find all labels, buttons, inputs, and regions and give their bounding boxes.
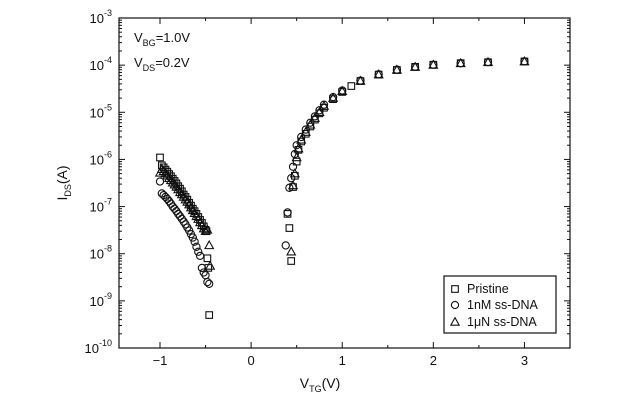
x-tick-label: −1 xyxy=(153,353,168,368)
y-tick-label: 10-4 xyxy=(90,55,112,73)
annotation-vbg: VBG=1.0V xyxy=(134,30,190,48)
y-tick-label: 10-7 xyxy=(90,197,112,215)
x-tick-label: 0 xyxy=(247,353,254,368)
y-tick-label: 10-3 xyxy=(90,8,112,26)
y-tick-label: 10-9 xyxy=(90,291,112,309)
y-tick-label: 10-5 xyxy=(90,102,112,120)
annotation-block: VBG=1.0V VDS=0.2V xyxy=(134,30,190,73)
legend-marker-square xyxy=(452,286,459,293)
data-point-square xyxy=(157,154,164,161)
legend-label-pristine: Pristine xyxy=(467,282,509,296)
x-axis-label: VTG(V) xyxy=(300,375,341,394)
legend: Pristine 1nM ss-DNA 1μN ss-DNA xyxy=(444,276,556,333)
data-point-circle xyxy=(195,248,202,255)
data-point-square xyxy=(206,312,213,319)
series-circle xyxy=(156,58,528,288)
legend-label-1un-ssdna: 1μN ss-DNA xyxy=(467,315,537,329)
data-point-square xyxy=(286,225,293,232)
y-tick-label: 10-6 xyxy=(90,149,112,167)
series-square xyxy=(157,58,528,318)
data-point-square xyxy=(348,83,355,90)
x-tick-label: 1 xyxy=(339,353,346,368)
data-point-triangle xyxy=(206,262,214,270)
legend-marker-circle xyxy=(451,301,458,308)
annotation-vds: VDS=0.2V xyxy=(134,55,190,73)
data-point-circle xyxy=(206,280,213,287)
y-tick-label: 10-10 xyxy=(85,338,112,356)
legend-marker-triangle xyxy=(451,318,459,326)
legend-markers xyxy=(451,286,459,326)
legend-label-1nm-ssdna: 1nM ss-DNA xyxy=(467,298,539,312)
y-tick-label: 10-8 xyxy=(90,244,112,262)
data-point-circle xyxy=(198,264,205,271)
x-tick-label: 2 xyxy=(430,353,437,368)
data-points xyxy=(156,57,529,318)
data-point-circle xyxy=(171,205,178,212)
data-point-triangle xyxy=(205,241,213,249)
data-point-square xyxy=(288,258,295,265)
data-point-circle xyxy=(196,252,203,259)
data-point-circle xyxy=(204,278,211,285)
data-point-circle xyxy=(282,242,289,249)
x-tick-label: 3 xyxy=(521,353,528,368)
y-axis-label: IDS(A) xyxy=(54,165,73,200)
data-point-square xyxy=(204,255,211,262)
data-point-circle xyxy=(284,209,291,216)
